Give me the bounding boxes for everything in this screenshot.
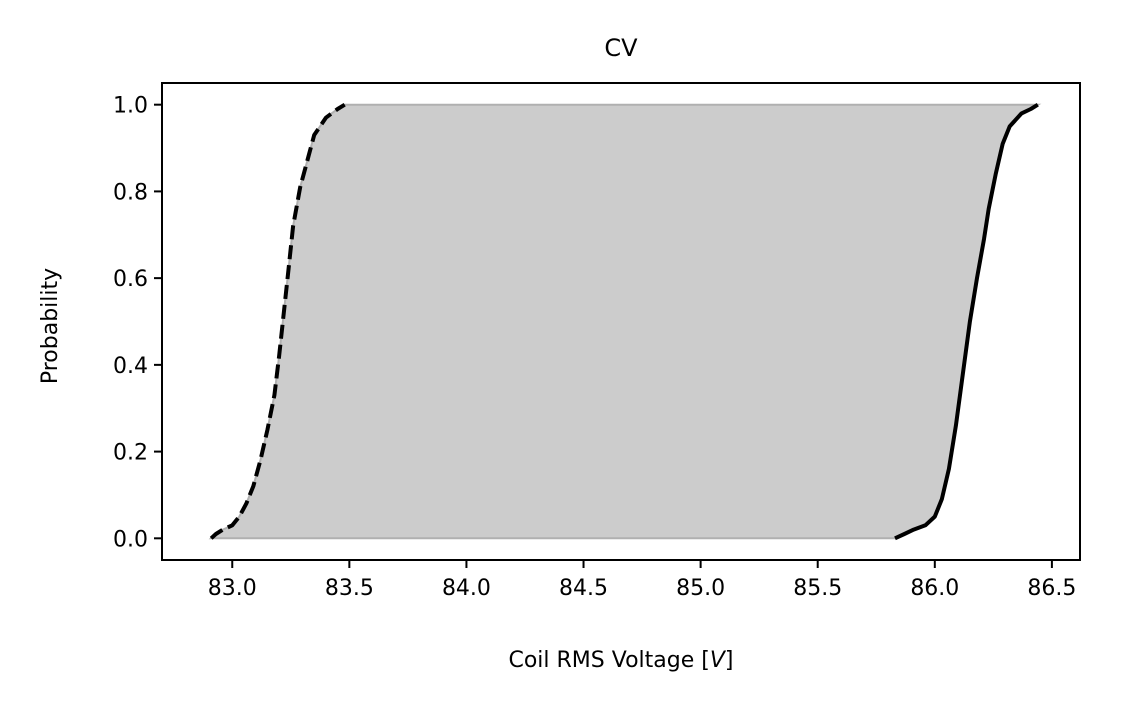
y-tick-label: 0.0 [113,527,148,552]
x-tick-label: 85.0 [676,576,725,601]
x-tick-label: 86.5 [1027,576,1076,601]
x-axis: 83.0 83.5 84.0 84.5 85.0 85.5 86.0 86.5 [208,560,1076,601]
shaded-band [208,103,1042,540]
y-tick-label: 0.4 [113,354,148,379]
plot-area [208,102,1042,541]
axes-frame [161,82,1081,561]
y-tick-label: 0.2 [113,441,148,466]
y-axis-label: Probability [38,268,63,384]
x-tick-label: 85.5 [793,576,842,601]
y-tick-label: 1.0 [113,94,148,119]
x-tick-label: 83.0 [208,576,257,601]
x-tick-label: 84.0 [442,576,491,601]
series-solid-line [894,102,1039,541]
y-tick-label: 0.6 [113,267,148,292]
x-tick-label: 83.5 [325,576,374,601]
y-tick-label: 0.8 [113,180,148,205]
series-dashed-line [209,102,346,540]
x-tick-label: 84.5 [559,576,608,601]
x-tick-label: 86.0 [910,576,959,601]
x-axis-label: Coil RMS Voltage [V] [508,648,733,673]
y-axis: 0.0 0.2 0.4 0.6 0.8 1.0 [113,94,162,552]
chart-title: CV [604,34,638,62]
